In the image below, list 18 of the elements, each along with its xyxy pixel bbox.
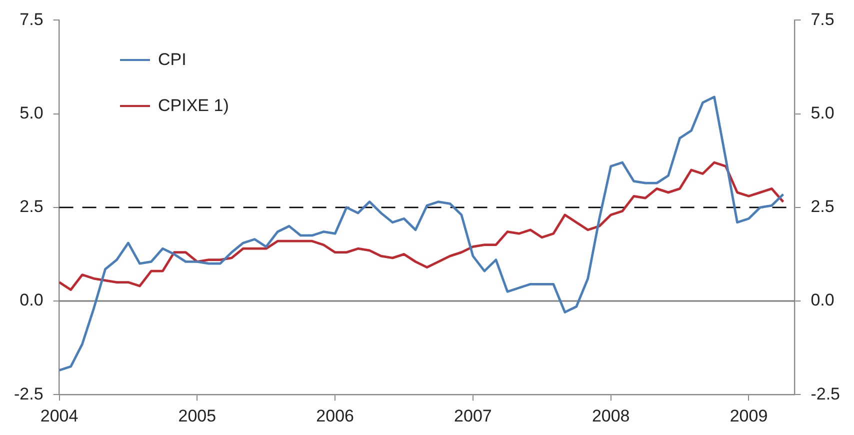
y2-tick-label: 5.0	[810, 103, 834, 122]
x-tick-label: 2008	[592, 406, 630, 426]
x-tick-label: 2005	[178, 406, 216, 426]
x-tick-label: 2009	[730, 406, 768, 426]
x-tick-label: 2007	[454, 406, 492, 426]
legend-label: CPIXE 1)	[158, 96, 229, 116]
y2-tick-label: -2.5	[810, 384, 840, 404]
y-tick-label: 0.0	[20, 290, 44, 310]
y2-tick-label: 7.5	[810, 10, 834, 29]
legend-label: CPI	[158, 50, 186, 70]
y-tick-label: 5.0	[20, 103, 44, 122]
x-tick-label: 2004	[40, 406, 78, 426]
y-tick-label: 2.5	[20, 197, 44, 216]
y2-tick-label: 0.0	[810, 290, 834, 310]
x-tick-label: 2006	[316, 406, 354, 426]
y-tick-label: 7.5	[20, 10, 44, 29]
y2-tick-label: 2.5	[810, 197, 834, 216]
y-tick-label: -2.5	[14, 384, 44, 404]
